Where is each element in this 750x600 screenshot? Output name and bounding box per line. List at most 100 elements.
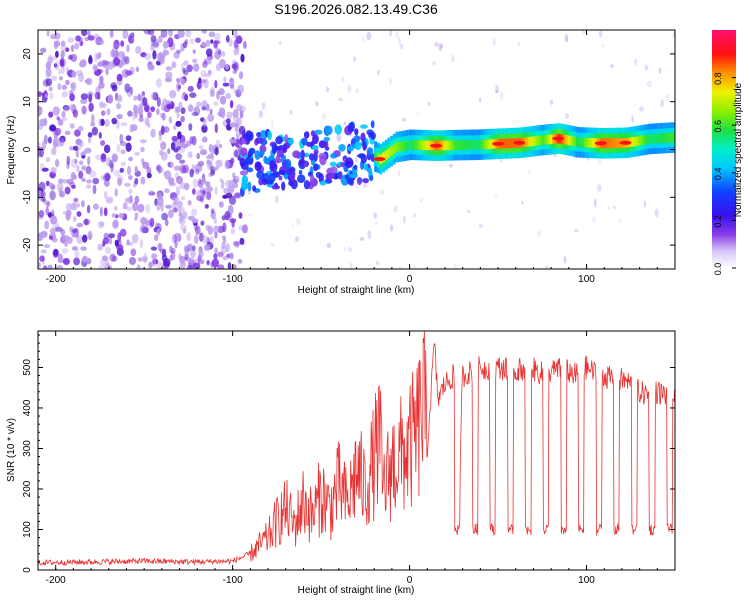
noise-blob <box>146 172 152 179</box>
signal-blob <box>241 179 248 191</box>
signal-blob <box>276 149 284 158</box>
noise-blob <box>237 37 242 45</box>
noise-blob <box>83 218 91 226</box>
noise-blob <box>140 216 147 225</box>
noise-blob <box>105 196 114 204</box>
noise-blob <box>74 129 81 137</box>
signal-blob <box>246 167 254 173</box>
noise-blob <box>117 232 122 242</box>
noise-blob <box>197 160 205 167</box>
noise-blob <box>61 91 69 98</box>
signal-blob <box>268 172 276 183</box>
noise-blob <box>201 124 208 133</box>
y-tick-label: 500 <box>22 359 33 376</box>
noise-blob <box>136 264 141 269</box>
noise-blob <box>517 41 521 47</box>
noise-blob <box>159 112 164 118</box>
noise-blob <box>349 262 352 269</box>
noise-blob <box>152 50 157 60</box>
noise-blob <box>419 198 424 203</box>
signal-blob <box>240 161 249 171</box>
noise-blob <box>49 124 57 132</box>
noise-blob <box>125 142 132 152</box>
noise-blob <box>92 177 100 185</box>
noise-blob <box>43 264 48 269</box>
y-tick-label: 0 <box>22 567 33 573</box>
noise-blob <box>130 248 137 257</box>
noise-blob <box>192 58 198 64</box>
noise-blob <box>126 165 132 176</box>
noise-blob <box>87 30 91 37</box>
noise-blob <box>149 190 152 196</box>
noise-blob <box>116 93 122 103</box>
noise-blob <box>160 125 165 135</box>
noise-blob <box>210 168 216 177</box>
noise-blob <box>105 257 109 267</box>
noise-blob <box>96 69 104 74</box>
noise-blob <box>355 185 359 189</box>
noise-blob <box>214 123 218 134</box>
noise-blob <box>141 158 145 165</box>
noise-blob <box>87 136 92 144</box>
noise-blob <box>665 93 670 101</box>
noise-blob <box>72 246 78 251</box>
ridge-segment <box>546 134 550 145</box>
noise-blob <box>235 132 241 138</box>
noise-blob <box>215 159 223 168</box>
noise-blob <box>210 165 216 175</box>
noise-blob <box>180 141 185 148</box>
noise-blob <box>67 178 74 185</box>
ridge-segment <box>384 150 388 160</box>
noise-blob <box>228 38 233 47</box>
noise-blob <box>111 154 118 163</box>
noise-blob <box>168 30 173 37</box>
noise-blob <box>658 67 662 74</box>
noise-blob <box>57 83 62 91</box>
noise-blob <box>43 244 51 248</box>
noise-blob <box>47 136 52 144</box>
noise-blob <box>195 37 201 43</box>
noise-blob <box>47 264 53 269</box>
signal-blob <box>356 176 363 186</box>
signal-blob <box>247 181 252 192</box>
noise-blob <box>38 181 46 192</box>
signal-blob <box>346 145 355 152</box>
noise-blob <box>54 127 62 136</box>
ridge-segment <box>406 140 409 151</box>
noise-blob <box>214 32 221 41</box>
noise-blob <box>180 115 185 123</box>
noise-blob <box>73 257 80 266</box>
noise-blob <box>60 229 66 236</box>
signal-blob <box>284 158 292 169</box>
noise-blob <box>144 52 152 61</box>
noise-blob <box>186 64 193 73</box>
noise-blob <box>98 81 105 89</box>
noise-blob <box>231 63 237 70</box>
noise-blob <box>206 57 212 65</box>
x-tick-label: 100 <box>578 575 595 586</box>
ridge-segment <box>451 140 454 151</box>
y-tick-label: 10 <box>22 96 33 108</box>
noise-blob <box>42 265 48 269</box>
noise-blob <box>180 78 186 86</box>
ridge-segment <box>392 144 396 154</box>
noise-blob <box>210 208 215 214</box>
signal-blob <box>370 120 375 129</box>
noise-blob <box>113 205 118 211</box>
noise-blob <box>175 153 182 161</box>
noise-blob <box>125 70 133 76</box>
noise-blob <box>338 97 343 102</box>
noise-blob <box>478 224 483 228</box>
signal-blob <box>319 154 327 166</box>
colorbar-tick-label: 0.8 <box>713 72 723 85</box>
noise-blob <box>103 207 108 217</box>
ridge-segment <box>607 138 611 148</box>
noise-blob <box>142 161 150 169</box>
noise-blob <box>198 248 204 258</box>
ridge-segment <box>637 136 640 146</box>
noise-blob <box>322 112 327 121</box>
noise-blob <box>94 92 100 100</box>
noise-blob <box>217 111 222 117</box>
noise-blob <box>108 159 114 169</box>
